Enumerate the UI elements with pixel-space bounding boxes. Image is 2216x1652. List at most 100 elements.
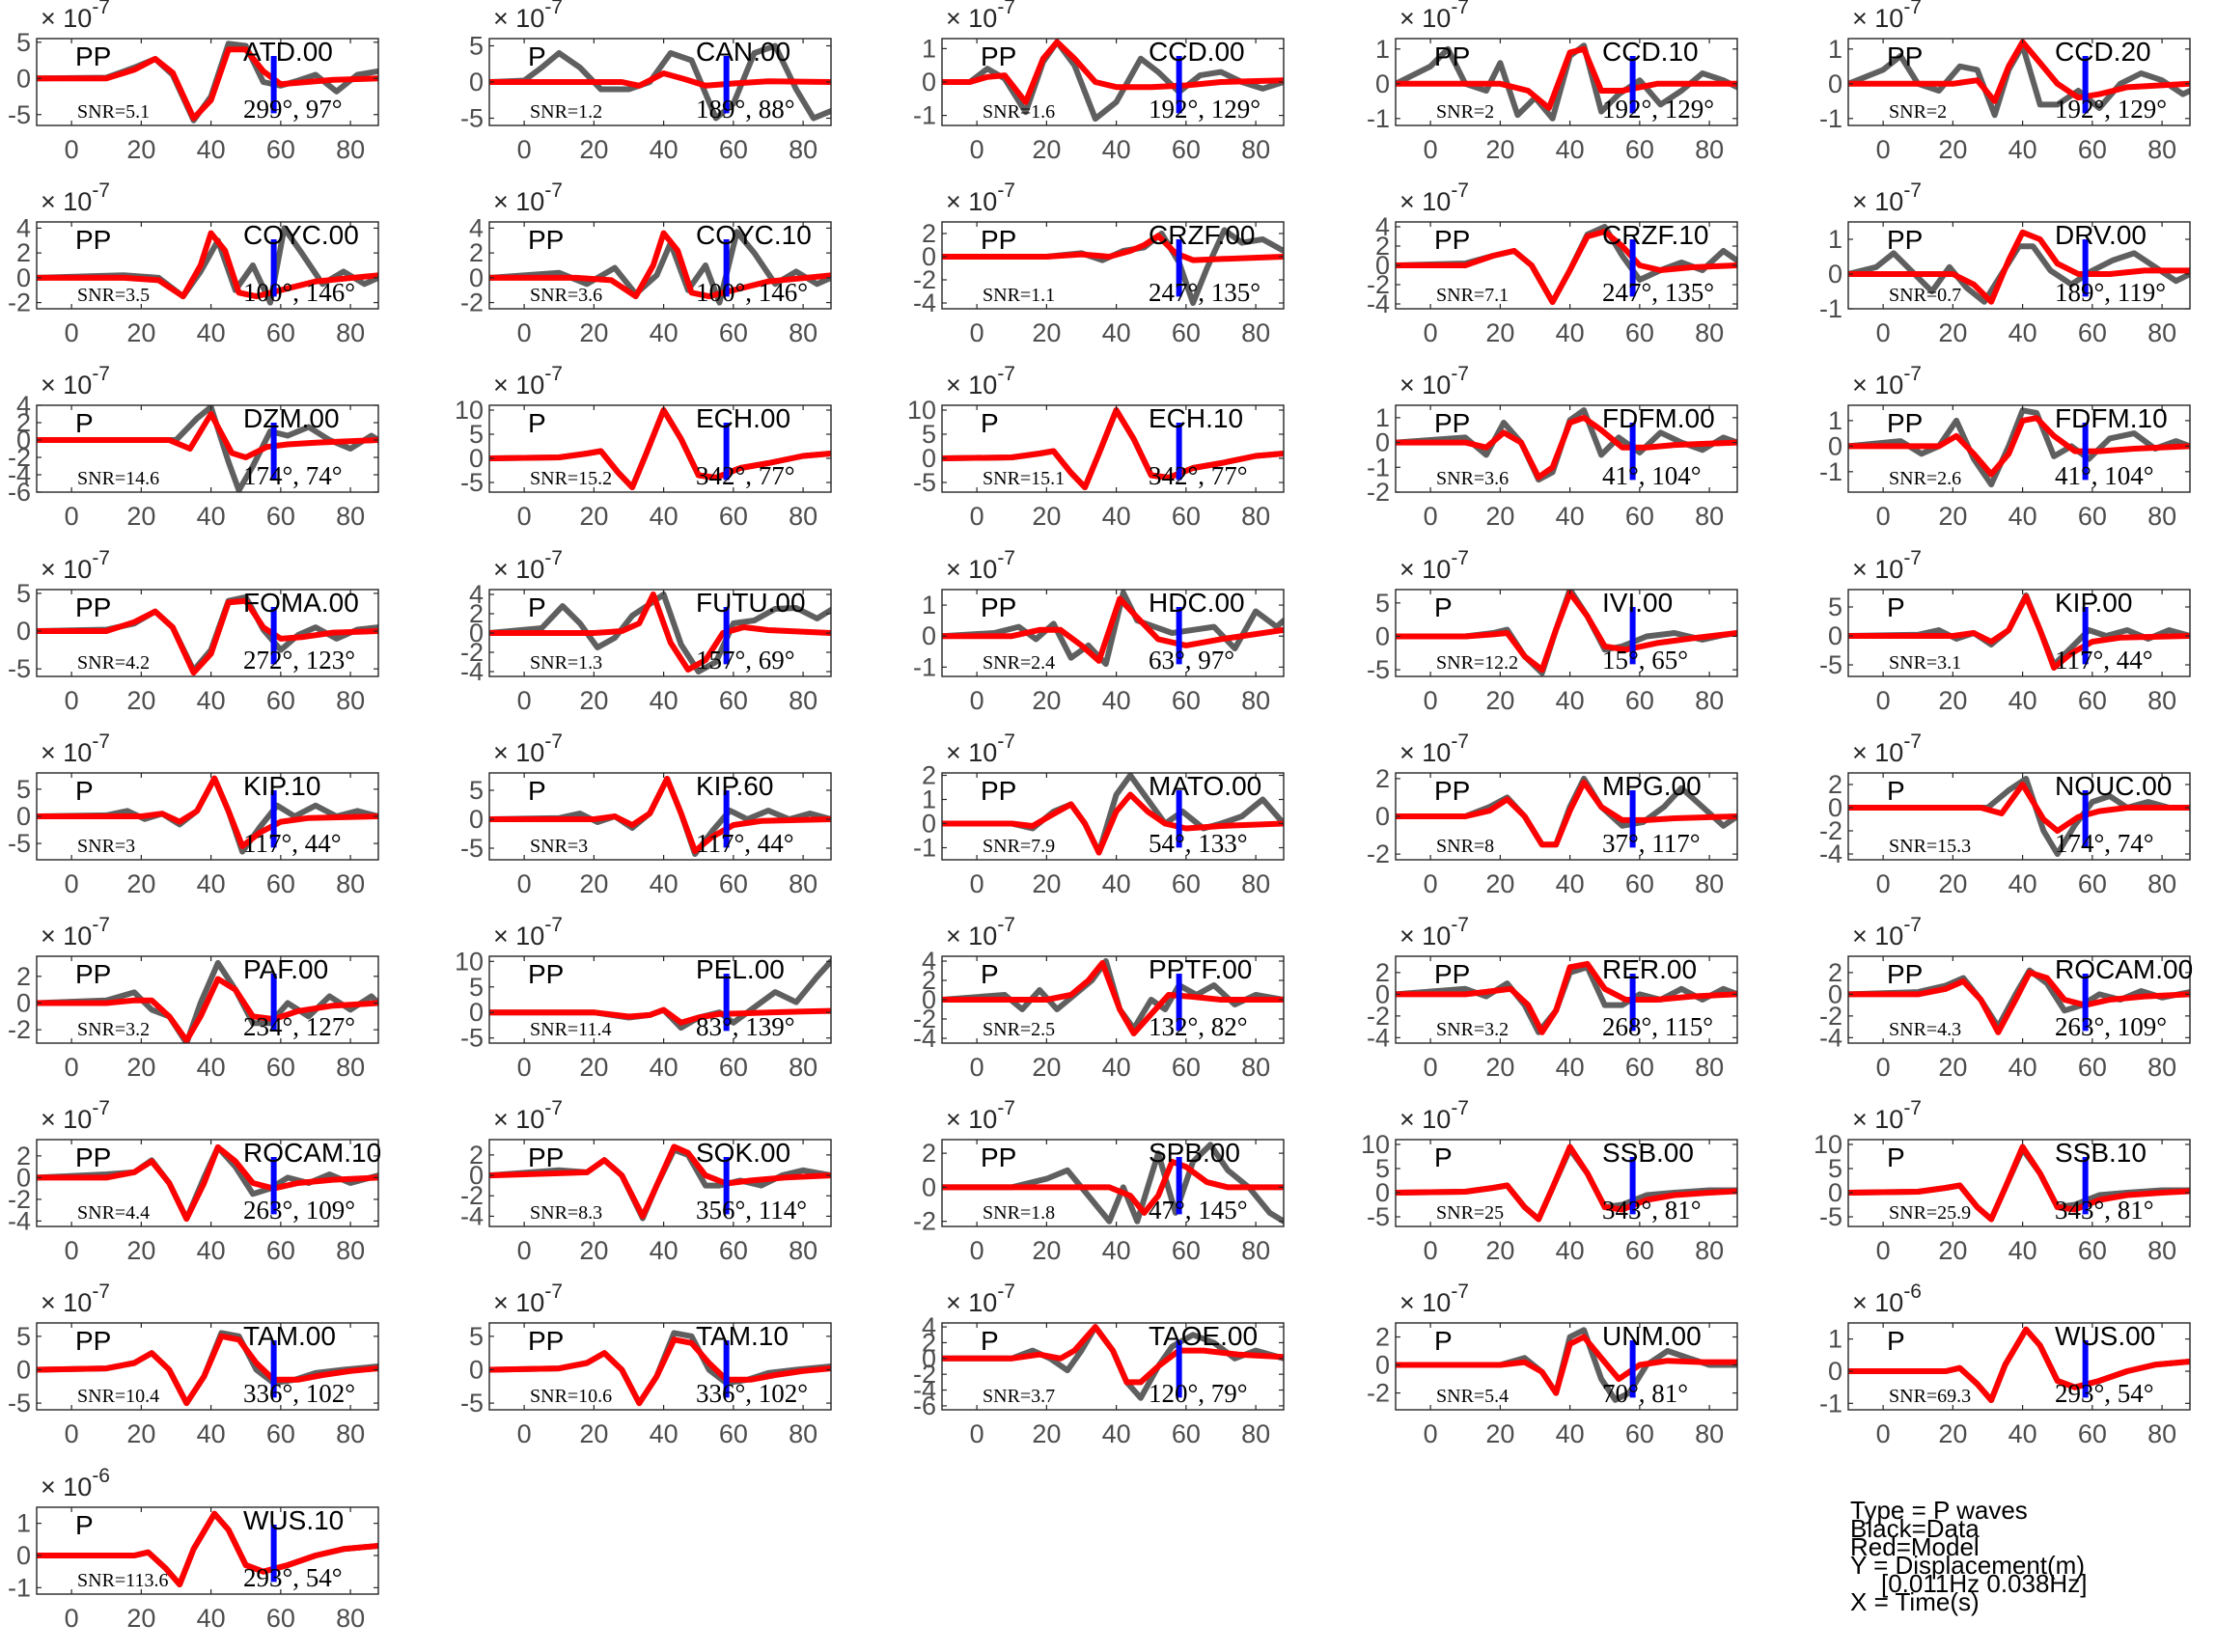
x-tick-label: 60	[2078, 502, 2107, 531]
y-tick-label: -2	[460, 638, 484, 667]
y-tick-label: -5	[8, 1389, 31, 1418]
exponent-label: × 10-7	[946, 730, 1015, 767]
x-tick-label: 20	[1485, 686, 1514, 715]
x-tick-label: 0	[1424, 686, 1438, 715]
y-tick-label: 2	[16, 1142, 31, 1170]
x-tick-label: 20	[1938, 135, 1967, 164]
phase-label: P	[1887, 1143, 1905, 1172]
phase-label: P	[528, 41, 546, 71]
x-tick-label: 80	[2147, 869, 2176, 898]
y-tick-label: 1	[1828, 225, 1842, 254]
snr-label: SNR=7.9	[983, 836, 1055, 857]
axes-box	[1847, 955, 2191, 1044]
y-tick-label: 2	[469, 1141, 484, 1170]
station-label: ECH.10	[1149, 403, 1243, 433]
y-tick-label: 10	[1361, 1130, 1390, 1159]
data-trace	[37, 405, 378, 493]
x-tick-label: 0	[1876, 318, 1891, 347]
phase-label: PP	[75, 41, 111, 71]
angles-label: 263°, 109°	[2055, 1012, 2167, 1041]
axes-box	[488, 955, 832, 1044]
waveform-panel: × 10-7 0 20 40 60 80 2 0 -2 -4 P NOUC.00 SNR=15.3 174…	[1812, 730, 2216, 918]
model-trace	[37, 230, 378, 300]
x-tick-label: 60	[1172, 135, 1201, 164]
x-tick-label: 0	[1424, 1419, 1438, 1448]
y-tick-label: -2	[460, 1181, 484, 1210]
exponent-label: × 10-7	[493, 730, 563, 767]
angles-label: 117°, 44°	[696, 829, 794, 858]
y-tick-label: 0	[469, 68, 484, 96]
exponent-label: × 10-7	[41, 1280, 110, 1317]
snr-label: SNR=2	[1436, 101, 1494, 123]
y-tick-label: 0	[469, 263, 484, 292]
x-tick-label: 20	[1032, 502, 1061, 531]
x-tick-label: 80	[1695, 869, 1724, 898]
legend-yaxis: Y = Displacement(m)	[1850, 1551, 2085, 1580]
y-tick-label: -2	[1367, 840, 1390, 868]
x-tick-label: 40	[1556, 1419, 1585, 1448]
waveform-panel: × 10-7 0 20 40 60 80 2 0 -2 -4 PP ROCAM.10 SNR=4.4 26…	[0, 1097, 454, 1284]
y-tick-label: 4	[922, 1312, 936, 1341]
x-tick-label: 40	[650, 1236, 679, 1265]
angles-label: 132°, 82°	[1149, 1012, 1248, 1041]
exponent-label: × 10-6	[1852, 1280, 1922, 1317]
station-label: KIP.00	[2055, 588, 2132, 618]
x-tick-label: 80	[789, 502, 817, 531]
snr-label: SNR=1.8	[983, 1202, 1055, 1224]
x-tick-label: 60	[2078, 1419, 2107, 1448]
waveform-panel: × 10-6 0 20 40 60 80 1 0 -1 P WUS.00 SNR=69.3 293°, …	[1812, 1280, 2216, 1468]
snr-label: SNR=8	[1436, 836, 1494, 857]
x-tick-label: 80	[1241, 869, 1270, 898]
snr-label: SNR=1.3	[530, 652, 602, 674]
y-tick-label: 5	[469, 776, 484, 805]
x-tick-label: 80	[1241, 1419, 1270, 1448]
y-tick-label: 2	[1375, 1323, 1390, 1352]
exponent-label: × 10-7	[1399, 1097, 1469, 1134]
phase-label: P	[75, 408, 94, 438]
waveform-panel: × 10-7 0 20 40 60 80 1 0 -1 PP HDC.00 SNR=2.4 63°, 9…	[905, 547, 1359, 734]
model-trace	[37, 1334, 378, 1407]
x-tick-label: 0	[517, 318, 532, 347]
angles-label: 120°, 79°	[1149, 1379, 1248, 1408]
x-tick-label: 80	[1695, 1236, 1724, 1265]
axes-box	[941, 772, 1285, 861]
snr-label: SNR=4.4	[77, 1202, 150, 1224]
axes-box	[488, 772, 832, 861]
x-tick-label: 0	[1424, 318, 1438, 347]
x-tick-label: 40	[1102, 135, 1131, 164]
phase-label: P	[1887, 592, 1905, 622]
waveform-panel: × 10-7 0 20 40 60 80 10 5 0 -5 P SSB.10 SNR=25.9 343°…	[1812, 1097, 2216, 1284]
x-tick-label: 60	[1625, 502, 1654, 531]
x-tick-label: 60	[1172, 318, 1201, 347]
y-tick-label: 2	[469, 238, 484, 267]
axes-box	[36, 1322, 379, 1412]
snr-label: SNR=3.2	[1436, 1019, 1509, 1040]
y-tick-label: 5	[1828, 592, 1842, 621]
angles-label: 117°, 44°	[2055, 646, 2153, 675]
y-tick-label: 0	[922, 1344, 936, 1373]
snr-label: SNR=3.6	[1436, 468, 1509, 489]
x-tick-label: 0	[970, 686, 984, 715]
x-tick-label: 0	[517, 135, 532, 164]
y-tick-label: 5	[16, 28, 31, 57]
y-tick-label: -2	[1819, 816, 1842, 845]
x-tick-label: 40	[197, 1604, 226, 1633]
y-tick-label: 0	[1828, 432, 1842, 461]
x-tick-label: 60	[2078, 135, 2107, 164]
station-label: CCD.10	[1602, 37, 1699, 67]
angles-label: 54°, 133°	[1149, 829, 1248, 858]
x-tick-label: 20	[579, 1053, 608, 1082]
waveform-panel: × 10-7 0 20 40 60 80 1 0 -1 PP CCD.20 SNR=2 192°, 12…	[1812, 0, 2216, 183]
snr-label: SNR=5.4	[1436, 1386, 1509, 1407]
exponent-label: × 10-7	[41, 179, 110, 216]
y-tick-label: 0	[1375, 1178, 1390, 1207]
exponent-label: × 10-7	[1852, 914, 1922, 950]
y-tick-label: -4	[913, 1376, 936, 1405]
phase-label: P	[981, 959, 999, 989]
x-tick-label: 80	[2147, 1419, 2176, 1448]
x-tick-label: 40	[1102, 686, 1131, 715]
y-tick-label: -5	[1367, 655, 1390, 684]
x-tick-label: 80	[2147, 1236, 2176, 1265]
x-tick-label: 60	[2078, 869, 2107, 898]
